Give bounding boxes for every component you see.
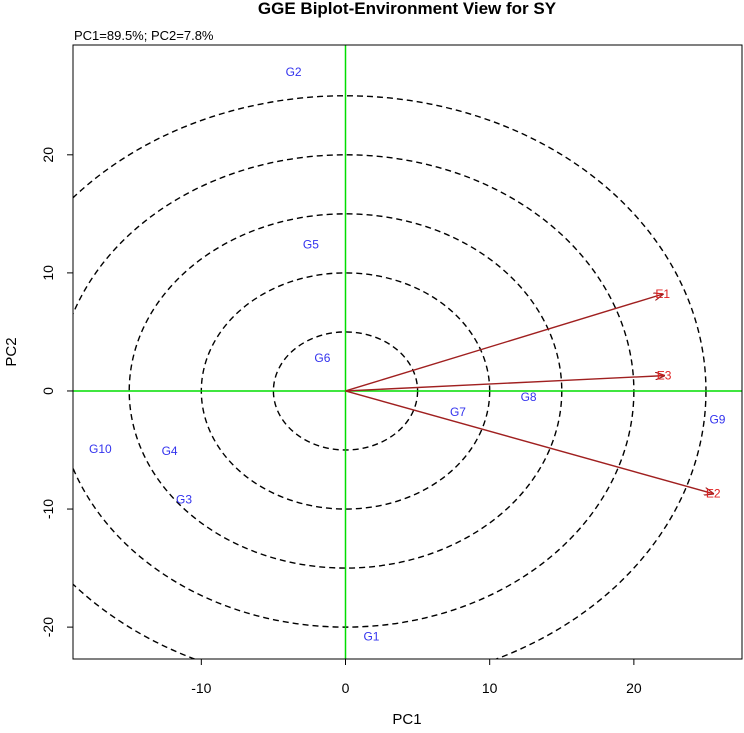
x-axis-label: PC1 (392, 711, 421, 728)
y-tick-label: -10 (40, 499, 56, 519)
x-axis-ticks: -10 0 10 20 (191, 659, 642, 696)
y-tick-label: 10 (40, 265, 56, 281)
genotype-label-g1: G1 (363, 630, 379, 644)
y-tick-label: 20 (40, 147, 56, 163)
origin-axis-lines (73, 45, 742, 659)
environment-label-e1: E1 (655, 287, 670, 301)
genotype-label-g6: G6 (314, 351, 330, 365)
x-tick-label: 10 (482, 680, 498, 696)
genotype-label-g2: G2 (286, 65, 302, 79)
environment-vector-e1 (345, 294, 663, 392)
x-tick-label: 0 (342, 680, 350, 696)
x-tick-label: -10 (191, 680, 211, 696)
genotype-label-g5: G5 (303, 238, 319, 252)
y-tick-label: -20 (40, 617, 56, 637)
x-tick-label: 20 (626, 680, 642, 696)
genotype-label-g3: G3 (176, 493, 192, 507)
genotype-label-g10: G10 (89, 442, 112, 456)
environment-vector-e2 (345, 390, 714, 494)
environment-vectors (345, 294, 714, 494)
y-axis-label: PC2 (3, 337, 20, 366)
plot-area: G1 G2 G3 G4 G5 G6 G7 G8 G9 G10 E1 E2 E3 (73, 45, 742, 659)
environment-vector-e3 (345, 376, 665, 392)
environment-label-e3: E3 (657, 369, 672, 383)
environment-label-e2: E2 (706, 487, 721, 501)
genotype-label-g8: G8 (521, 390, 537, 404)
point-labels: G1 G2 G3 G4 G5 G6 G7 G8 G9 G10 E1 E2 E3 (89, 65, 726, 643)
y-tick-label: 0 (40, 387, 56, 395)
y-axis-ticks: -20 -10 0 10 20 (40, 147, 73, 637)
genotype-label-g7: G7 (450, 405, 466, 419)
chart-title: GGE Biplot-Environment View for SY (258, 0, 557, 18)
genotype-label-g4: G4 (162, 444, 178, 458)
chart-subtitle: PC1=89.5%; PC2=7.8% (74, 28, 214, 43)
plot-frame (72, 44, 743, 660)
genotype-label-g9: G9 (709, 412, 725, 426)
